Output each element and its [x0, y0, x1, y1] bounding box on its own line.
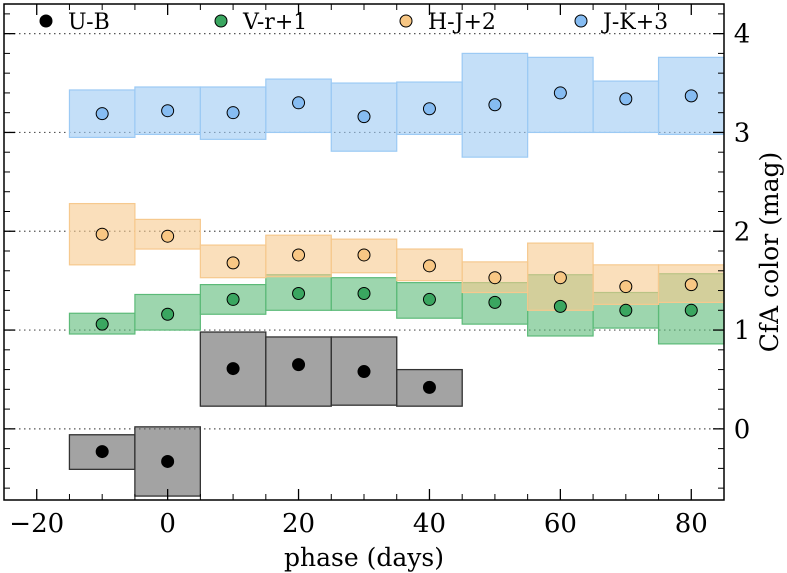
point-v-r-1-6: [488, 295, 502, 309]
point-h-j-2-8: [619, 280, 633, 294]
axes: −20 0 20 40 60 80 0 1 2 3 4: [3, 3, 751, 539]
band-h-j-2-5: [396, 248, 463, 282]
legend: U-B V-r+1 H-J+2 J-K+3: [39, 10, 668, 35]
point-h-j-2-1: [161, 229, 175, 243]
legend-label-h-j-2: H-J+2: [428, 10, 496, 35]
point-v-r-1-9: [684, 303, 698, 317]
point-j-k-3-9: [684, 89, 698, 103]
point-h-j-2-3: [292, 248, 306, 262]
point-j-k-3-4: [357, 110, 371, 124]
point-j-k-3-2: [226, 106, 240, 120]
point-v-r-1-0: [95, 317, 109, 331]
legend-marker-u-b: [39, 14, 53, 28]
legend-marker-v-r-1: [214, 14, 228, 28]
point-u-b-2: [226, 362, 240, 376]
point-j-k-3-5: [422, 102, 436, 116]
point-u-b-5: [422, 380, 436, 394]
point-v-r-1-3: [292, 286, 306, 300]
legend-label-j-k-3: J-K+3: [601, 10, 668, 35]
point-h-j-2-4: [357, 248, 371, 262]
y-tick-label: 1: [734, 316, 751, 346]
marker-layer: [95, 86, 698, 468]
point-v-r-1-5: [422, 292, 436, 306]
band-u-b-3: [265, 336, 332, 407]
point-v-r-1-2: [226, 292, 240, 306]
x-tick-label: 40: [413, 509, 446, 539]
point-h-j-2-0: [95, 227, 109, 241]
point-v-r-1-4: [357, 286, 371, 300]
point-u-b-4: [357, 365, 371, 379]
point-j-k-3-1: [161, 104, 175, 118]
point-u-b-1: [161, 454, 175, 468]
point-u-b-3: [292, 358, 306, 372]
point-j-k-3-8: [619, 92, 633, 106]
point-u-b-0: [95, 445, 109, 459]
x-tick-label: 60: [544, 509, 577, 539]
y-tick-label: 4: [734, 20, 751, 50]
x-tick-label: 80: [675, 509, 708, 539]
point-v-r-1-8: [619, 303, 633, 317]
point-j-k-3-0: [95, 107, 109, 121]
y-tick-label: 0: [734, 415, 751, 445]
band-outline-u-b-5: [396, 368, 463, 407]
legend-label-u-b: U-B: [68, 10, 110, 35]
point-h-j-2-7: [553, 271, 567, 285]
y-axis-title: CfA color (mag): [755, 152, 784, 353]
y-tick-label: 3: [734, 118, 751, 148]
x-tick-label: 0: [159, 509, 176, 539]
x-axis-title: phase (days): [284, 543, 444, 572]
point-h-j-2-6: [488, 271, 502, 285]
legend-label-v-r-1: V-r+1: [242, 10, 307, 35]
y-tick-label: 2: [734, 217, 751, 247]
point-h-j-2-9: [684, 278, 698, 292]
x-tick-label: 20: [282, 509, 315, 539]
point-v-r-1-1: [161, 307, 175, 321]
point-v-r-1-7: [553, 299, 567, 313]
band-layer: [68, 52, 725, 497]
point-j-k-3-6: [488, 98, 502, 112]
legend-marker-j-k-3: [574, 14, 588, 28]
band-j-k-3-8: [592, 80, 660, 134]
point-h-j-2-2: [226, 256, 240, 270]
legend-marker-h-j-2: [399, 14, 413, 28]
point-j-k-3-3: [292, 96, 306, 110]
point-j-k-3-7: [553, 86, 567, 100]
point-h-j-2-5: [422, 259, 436, 273]
x-tick-label: −20: [9, 509, 64, 539]
